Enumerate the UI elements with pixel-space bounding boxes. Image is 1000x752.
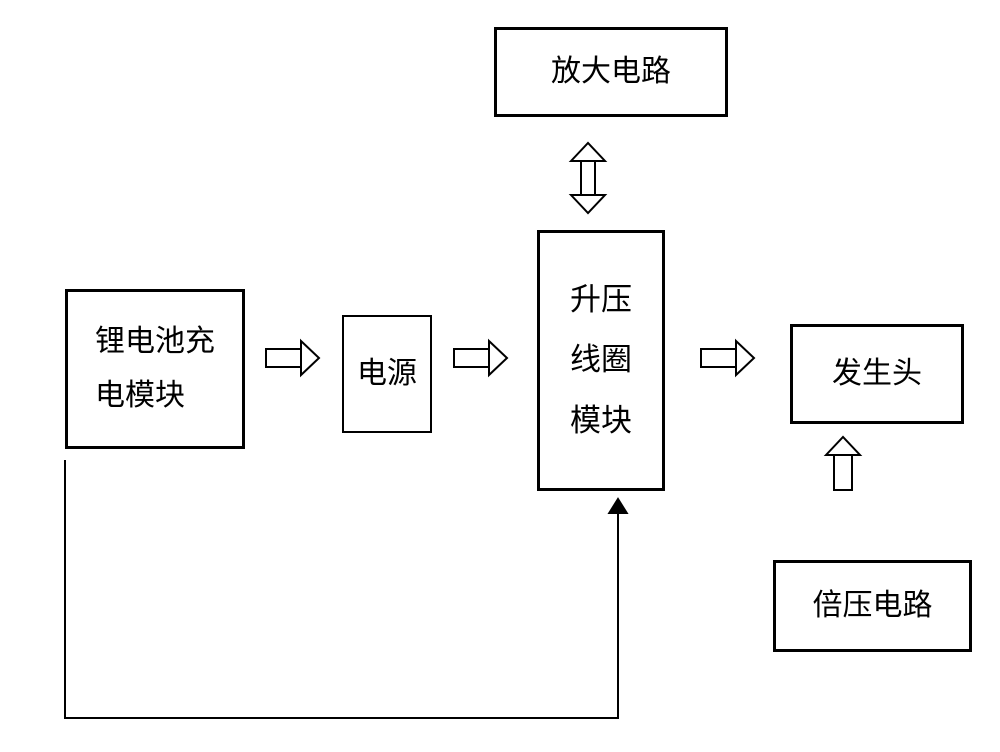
arrow-a3 [701,341,754,375]
arrow-a4 [826,437,860,490]
arrow-a2 [454,341,507,375]
arrow-a1 [266,341,319,375]
diagram-stage: 放大电路锂电池充 电模块电源升压 线圈 模块发生头倍压电路 [0,0,1000,752]
arrow-a6 [65,460,627,718]
arrow-a5 [571,143,605,213]
arrows-layer [0,0,1000,752]
